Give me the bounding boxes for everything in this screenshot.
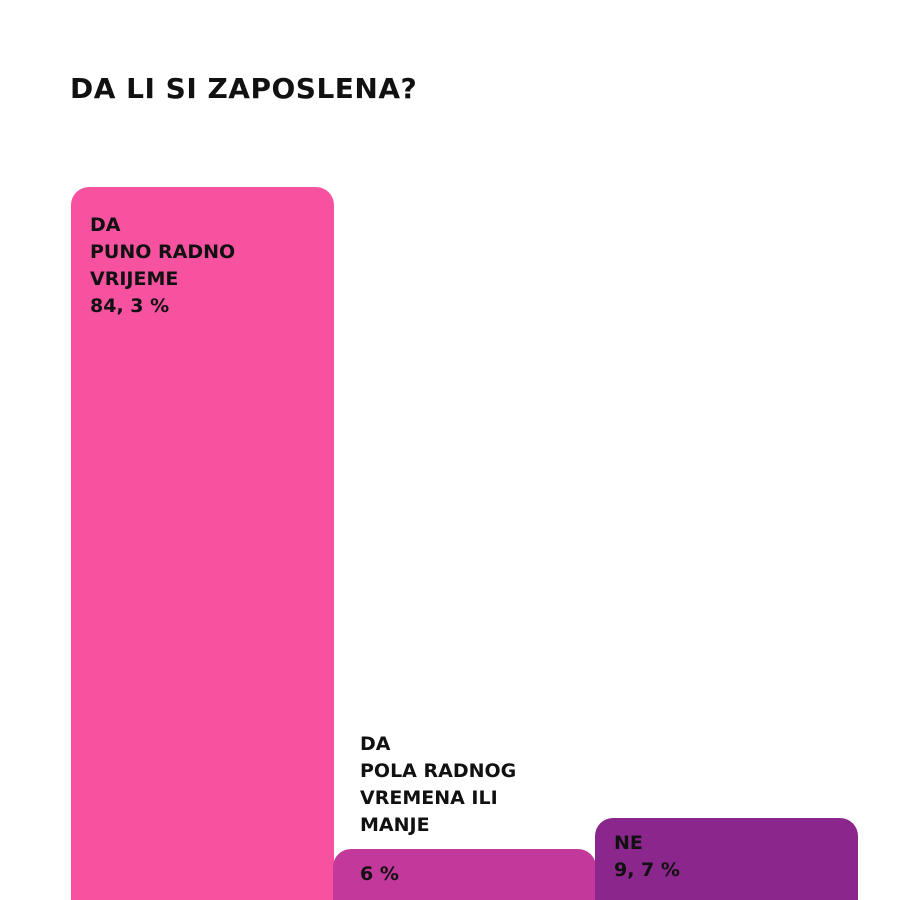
category-label-line: MANJE — [360, 814, 430, 837]
bar-1 — [71, 186, 334, 900]
bar-3 — [595, 817, 858, 900]
value-label: 84, 3 % — [90, 294, 170, 317]
category-label-line: DA — [90, 213, 121, 236]
category-label-line: POLA RADNOG — [360, 760, 517, 783]
value-label: 9, 7 % — [614, 858, 680, 881]
value-label-2: 6 % — [360, 863, 399, 886]
category-label-line: VREMENA ILI — [360, 787, 498, 810]
bar-label-1: DA PUNO RADNO VRIJEME 84, 3 % — [90, 212, 235, 320]
bar-label-3: NE 9, 7 % — [614, 830, 680, 884]
category-label-line: DA — [360, 733, 391, 756]
category-label-2: DA POLA RADNOG VREMENA ILI MANJE — [360, 731, 516, 839]
bar-2 — [333, 849, 596, 900]
category-label-line: NE — [614, 831, 643, 854]
category-label-line: VRIJEME — [90, 267, 179, 290]
chart-title: DA LI SI ZAPOSLENA? — [70, 72, 418, 105]
category-label-line: PUNO RADNO — [90, 240, 236, 263]
